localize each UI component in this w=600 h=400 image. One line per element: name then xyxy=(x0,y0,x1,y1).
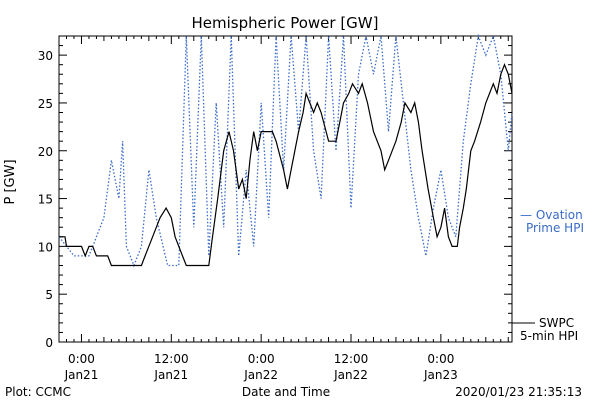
y-tick-label: 10 xyxy=(38,240,53,254)
legend-swpc-line1: SWPC xyxy=(539,316,574,330)
x-tick-label-date: Jan22 xyxy=(243,368,278,382)
x-axis-ticks: 0:00 Jan21 12:00 Jan21 0:00 Jan22 12:00 Jan22 0:… xyxy=(58,36,509,382)
y-tick-label: 15 xyxy=(38,193,53,207)
legend-ovation-line2: Prime HPI xyxy=(526,221,584,235)
footer-timestamp: 2020/01/23 21:35:13 xyxy=(455,385,582,399)
x-tick-label-date: Jan23 xyxy=(423,368,458,382)
legend-swpc-line2: 5-min HPI xyxy=(520,329,578,343)
footer-plot-credit: Plot: CCMC xyxy=(5,385,71,399)
x-tick-label-date: Jan22 xyxy=(333,368,368,382)
y-axis-ticks: 0 5 10 15 20 25 30 xyxy=(38,35,512,350)
y-tick-label: 20 xyxy=(38,145,53,159)
legend-ovation-line1: — Ovation xyxy=(520,208,583,222)
x-tick-label-time: 0:00 xyxy=(248,352,275,366)
x-tick-label-time: 12:00 xyxy=(154,352,189,366)
y-axis-label: P [GW] xyxy=(3,159,18,204)
x-tick-label-time: 0:00 xyxy=(68,352,95,366)
y-tick-label: 0 xyxy=(45,336,53,350)
y-tick-label: 5 xyxy=(45,288,53,302)
x-axis-label: Date and Time xyxy=(242,385,330,399)
x-tick-label-date: Jan21 xyxy=(153,368,188,382)
y-tick-label: 25 xyxy=(38,97,53,111)
series-layer xyxy=(58,33,513,268)
x-tick-label-date: Jan21 xyxy=(64,368,99,382)
y-tick-label: 30 xyxy=(38,49,53,63)
chart-title: Hemispheric Power [GW] xyxy=(192,14,379,32)
x-tick-label-time: 12:00 xyxy=(334,352,369,366)
series-swpc-line xyxy=(59,63,513,267)
series-ovation-prime-line xyxy=(58,33,513,268)
x-tick-label-time: 0:00 xyxy=(427,352,454,366)
